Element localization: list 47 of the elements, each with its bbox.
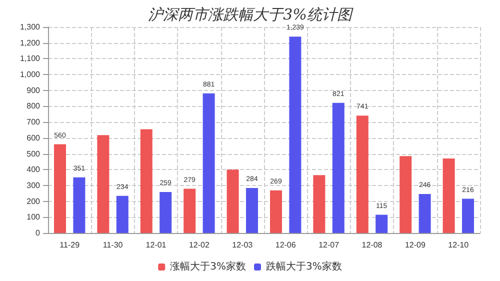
y-tick-label: 600 (26, 133, 41, 142)
bar (462, 198, 474, 233)
y-tick-label: 900 (26, 86, 41, 95)
x-tick-label: 12-03 (232, 240, 254, 250)
y-tick-label: 400 (26, 165, 41, 174)
x-tick-label: 12-06 (275, 240, 296, 250)
bar (289, 36, 302, 233)
x-tick-label: 12-08 (362, 240, 383, 250)
x-tick-label: 11-30 (102, 240, 124, 250)
bar (418, 194, 431, 233)
chart-title: 沪深两市涨跌幅大于3%统计图 (148, 6, 354, 24)
x-tick-label: 12-02 (188, 240, 210, 250)
bar (97, 135, 110, 233)
bar (140, 129, 152, 233)
y-tick-label: 100 (26, 212, 41, 222)
legend-label: 涨幅大于3%家数 (170, 260, 246, 272)
x-tick-label: 12-01 (146, 240, 167, 250)
bar (54, 144, 66, 233)
x-tick-label: 11-29 (60, 240, 80, 250)
bar (332, 102, 344, 233)
y-tick-label: 300 (26, 180, 41, 190)
bar (246, 188, 258, 233)
y-tick-label: 500 (26, 149, 41, 158)
bar (160, 192, 172, 233)
y-tick-label: 700 (26, 118, 41, 127)
bar (270, 190, 282, 233)
y-tick-label: 200 (26, 196, 41, 206)
bar (356, 116, 368, 233)
y-tick-label: 1,200 (20, 38, 41, 48)
bar (116, 196, 128, 233)
bar (226, 170, 239, 233)
x-tick-label: 12-10 (448, 240, 470, 250)
x-tick-label: 12-09 (404, 240, 426, 250)
bar (400, 156, 412, 233)
bar (73, 177, 86, 233)
bar (442, 158, 455, 233)
y-tick-label: 1,300 (20, 22, 41, 32)
bar (202, 93, 215, 233)
x-tick-label: 12-07 (318, 240, 340, 250)
y-tick-label: 0 (36, 228, 41, 238)
y-tick-label: 800 (26, 102, 41, 111)
y-tick-label: 1,000 (20, 70, 41, 80)
legend-label: 跌幅大于3%家数 (266, 260, 342, 272)
bar (313, 175, 326, 233)
bar (376, 214, 388, 233)
bar (184, 188, 196, 233)
y-tick-label: 1,100 (20, 54, 41, 64)
